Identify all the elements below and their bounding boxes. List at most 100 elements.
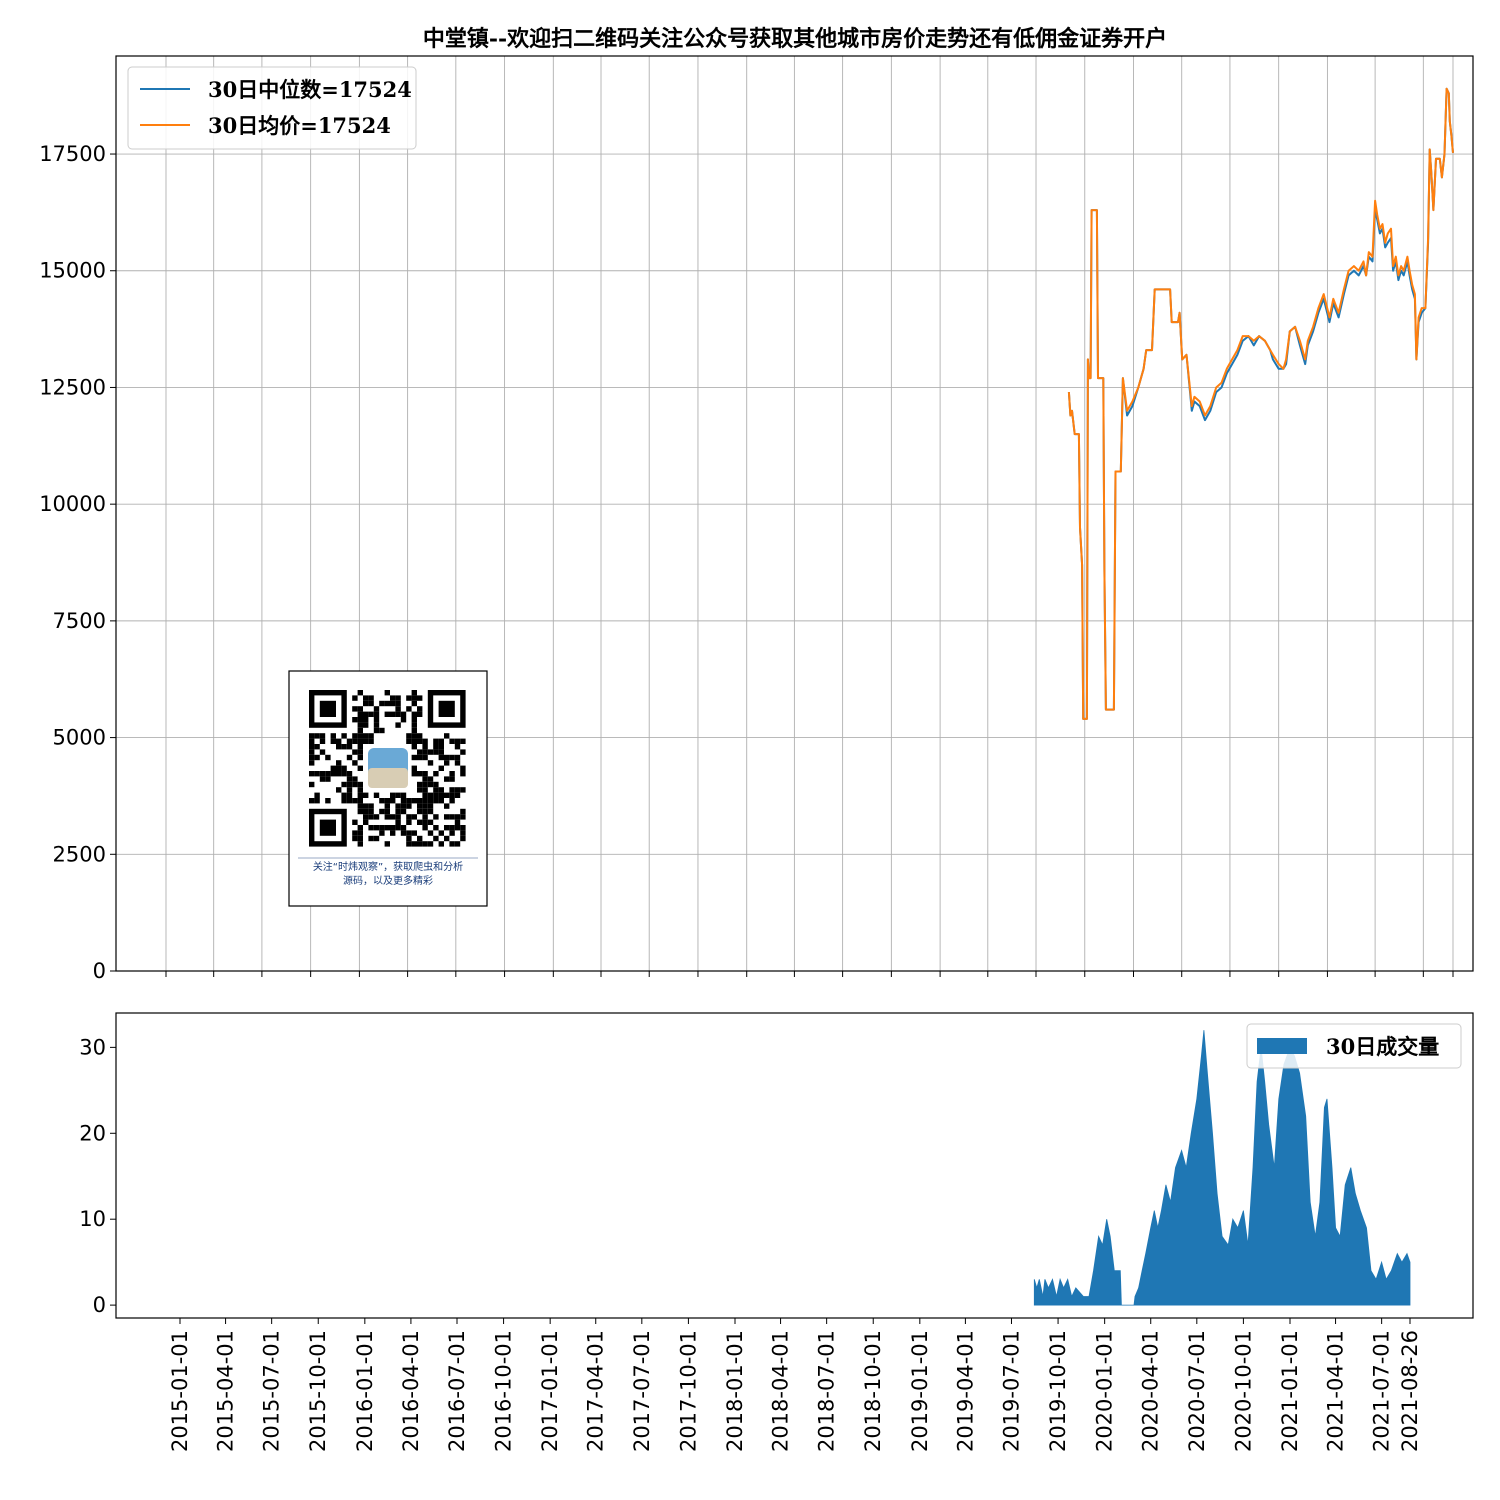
qr-module (460, 825, 466, 831)
qr-module (406, 733, 412, 739)
qr-module (411, 744, 417, 750)
qr-module (400, 803, 407, 809)
qr-module (325, 771, 331, 777)
qr-module (438, 841, 444, 847)
x-tick-label: 2017-04-01 (584, 1330, 608, 1452)
qr-module (309, 749, 315, 755)
qr-module (390, 695, 396, 701)
qr-module (390, 700, 396, 707)
qr-module (400, 711, 407, 717)
qr-module (314, 733, 320, 739)
qr-module (454, 819, 461, 825)
x-tick-label: 2016-07-01 (445, 1330, 469, 1452)
qr-module (336, 765, 342, 771)
price-y-tick-label: 17500 (39, 142, 106, 166)
price-y-tick-label: 12500 (39, 375, 106, 399)
x-tick-label: 2017-01-01 (538, 1330, 562, 1452)
qr-module (444, 792, 450, 798)
qr-module (433, 738, 439, 744)
qr-module (411, 765, 417, 771)
qr-module (395, 711, 401, 717)
qr-module (390, 798, 396, 804)
x-tick-label: 2018-07-01 (815, 1330, 839, 1452)
qr-module (368, 803, 374, 809)
qr-module (384, 814, 390, 820)
qr-module (417, 819, 423, 825)
qr-module (460, 835, 466, 842)
qr-module (422, 776, 428, 782)
qr-module (444, 776, 450, 782)
qr-module (422, 771, 428, 777)
qr-module (449, 798, 455, 804)
qr-module (379, 798, 385, 804)
qr-module (460, 771, 466, 777)
qr-module (314, 792, 320, 798)
qr-module (444, 760, 450, 766)
qr-module (433, 792, 439, 798)
qr-module (406, 695, 412, 701)
x-tick-label: 2018-10-01 (861, 1330, 885, 1452)
qr-module (346, 771, 353, 777)
x-tick-label: 2016-01-01 (353, 1330, 377, 1452)
qr-module (352, 835, 358, 842)
qr-module (341, 771, 347, 777)
qr-module (417, 771, 423, 777)
qr-module (444, 814, 450, 820)
qr-module (368, 835, 374, 842)
price-y-ticks: 0 2500 5000 7500 10000 12500 15000 17500 (39, 142, 116, 983)
qr-module (433, 814, 439, 820)
qr-module (406, 830, 412, 836)
qr-module (390, 830, 396, 836)
qr-module (433, 749, 439, 755)
qr-module (433, 771, 439, 777)
qr-module (417, 695, 423, 701)
qr-module (427, 749, 434, 755)
qr-module (449, 787, 455, 793)
qr-module (454, 738, 461, 744)
qr-module (449, 792, 455, 798)
qr-module (422, 808, 428, 815)
qr-module (444, 825, 450, 831)
qr-module (341, 798, 347, 804)
qr-module (309, 781, 315, 788)
qr-finder-inner (319, 819, 336, 836)
qr-module (395, 825, 401, 831)
qr-module (460, 765, 466, 771)
price-y-tick-label: 0 (93, 959, 106, 983)
qr-module (422, 781, 428, 788)
qr-module (411, 754, 417, 761)
qr-module (400, 792, 407, 798)
price-panel: 0 2500 5000 7500 10000 12500 15000 17500 30日中位数… (39, 55, 1474, 983)
qr-module (449, 830, 455, 836)
qr-module (357, 825, 363, 831)
qr-module (346, 744, 353, 750)
qr-module (400, 830, 407, 836)
qr-module (411, 700, 417, 707)
qr-module (357, 722, 363, 728)
qr-module (330, 733, 336, 739)
qr-module (406, 835, 412, 842)
qr-module (454, 841, 461, 847)
qr-module (357, 690, 363, 696)
qr-module (422, 792, 428, 798)
qr-module (373, 792, 380, 798)
qr-module (330, 765, 336, 771)
qr-module (390, 711, 396, 717)
qr-module (379, 808, 385, 815)
qr-module (357, 717, 363, 723)
qr-module (438, 787, 444, 793)
qr-module (357, 808, 363, 815)
qr-module (422, 749, 428, 755)
volume-frame (115, 1012, 1474, 1319)
qr-module (384, 841, 390, 847)
qr-module (341, 765, 347, 771)
qr-module (373, 706, 380, 712)
price-x-ticks (165, 971, 1454, 977)
qr-module (373, 727, 380, 734)
qr-module (352, 760, 358, 766)
qr-module (422, 814, 428, 820)
qr-module (336, 738, 342, 744)
qr-module (444, 803, 450, 809)
